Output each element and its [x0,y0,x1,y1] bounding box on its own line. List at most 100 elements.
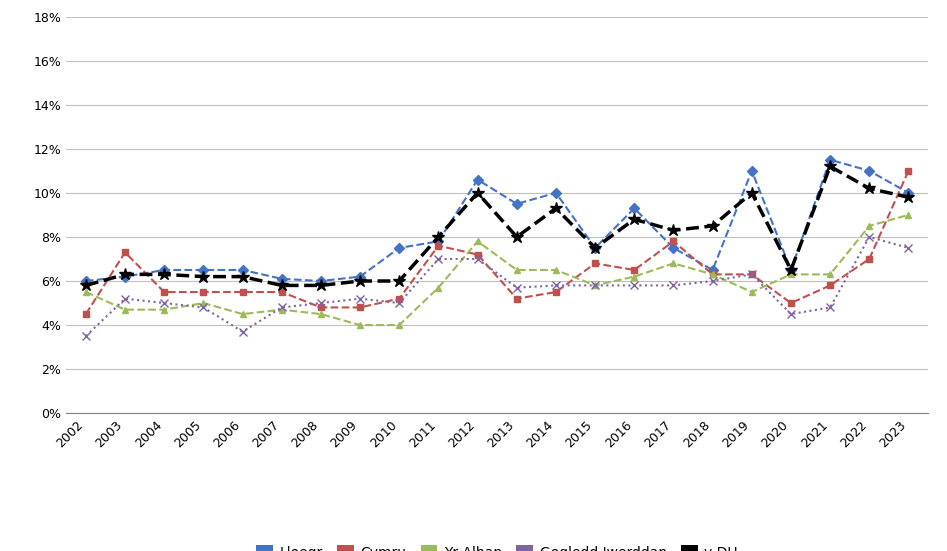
y DU [550,205,562,212]
Lloegr [472,176,483,183]
Cymru [276,289,287,295]
Lloegr [550,190,562,196]
y DU [237,273,248,280]
Yr Alban [902,212,914,218]
Gogledd Iwerddan [746,271,758,278]
y DU [315,282,327,289]
Yr Alban [825,271,836,278]
Yr Alban [198,300,209,306]
Cymru [785,300,796,306]
Line: Gogledd Iwerddan: Gogledd Iwerddan [81,233,913,341]
y DU [472,190,483,196]
Gogledd Iwerddan [158,300,170,306]
Yr Alban [315,311,327,317]
Yr Alban [668,260,679,267]
Cymru [706,271,718,278]
Yr Alban [629,273,640,280]
Yr Alban [589,282,600,289]
Gogledd Iwerddan [589,282,600,289]
Gogledd Iwerddan [433,256,444,262]
Lloegr [706,267,718,273]
Cymru [589,260,600,267]
Cymru [825,282,836,289]
y DU [276,282,287,289]
Gogledd Iwerddan [315,300,327,306]
Yr Alban [550,267,562,273]
Gogledd Iwerddan [825,304,836,311]
y DU [785,267,796,273]
Cymru [119,249,131,256]
y DU [354,278,366,284]
Line: Cymru: Cymru [82,168,912,317]
Yr Alban [472,238,483,245]
y DU [864,185,875,192]
Cymru [315,304,327,311]
Cymru [511,295,523,302]
Gogledd Iwerddan [354,295,366,302]
Yr Alban [237,311,248,317]
Lloegr [629,205,640,212]
Lloegr [785,267,796,273]
Lloegr [746,168,758,174]
Gogledd Iwerddan [864,234,875,240]
Gogledd Iwerddan [472,256,483,262]
Lloegr [864,168,875,174]
Yr Alban [354,322,366,328]
Gogledd Iwerddan [237,328,248,335]
Lloegr [80,278,92,284]
Legend: Lloegr, Cymru, Yr Alban, Gogledd Iwerddan, y DU: Lloegr, Cymru, Yr Alban, Gogledd Iwerdda… [251,539,743,551]
Lloegr [825,156,836,163]
Cymru [354,304,366,311]
y DU [902,194,914,201]
Yr Alban [276,306,287,313]
Lloegr [198,267,209,273]
Lloegr [589,245,600,251]
y DU [80,282,92,289]
Yr Alban [158,306,170,313]
Gogledd Iwerddan [785,311,796,317]
Yr Alban [864,223,875,229]
y DU [706,223,718,229]
Gogledd Iwerddan [394,300,405,306]
Gogledd Iwerddan [706,278,718,284]
Cymru [472,251,483,258]
y DU [825,163,836,170]
Cymru [746,271,758,278]
Gogledd Iwerddan [668,282,679,289]
Line: Lloegr: Lloegr [82,156,912,284]
y DU [158,271,170,278]
Yr Alban [785,271,796,278]
Gogledd Iwerddan [902,245,914,251]
Cymru [158,289,170,295]
Cymru [433,242,444,249]
Gogledd Iwerddan [119,295,131,302]
y DU [668,227,679,234]
Lloegr [276,276,287,282]
Cymru [394,295,405,302]
Lloegr [237,267,248,273]
Yr Alban [511,267,523,273]
y DU [119,271,131,278]
Lloegr [902,190,914,196]
Yr Alban [119,306,131,313]
Gogledd Iwerddan [276,304,287,311]
Lloegr [158,267,170,273]
Lloegr [354,273,366,280]
Cymru [237,289,248,295]
Cymru [668,238,679,245]
y DU [511,234,523,240]
Lloegr [511,201,523,207]
Line: y DU: y DU [80,160,915,291]
Gogledd Iwerddan [550,282,562,289]
Lloegr [394,245,405,251]
Yr Alban [706,271,718,278]
Yr Alban [433,284,444,291]
Yr Alban [80,289,92,295]
Gogledd Iwerddan [511,284,523,291]
Cymru [902,168,914,174]
Gogledd Iwerddan [629,282,640,289]
Cymru [80,311,92,317]
Yr Alban [746,289,758,295]
y DU [394,278,405,284]
y DU [629,216,640,223]
